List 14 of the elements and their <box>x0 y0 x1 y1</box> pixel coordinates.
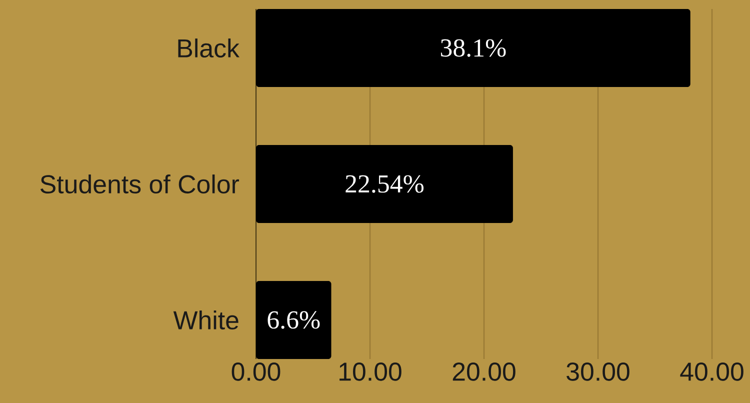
data-label: 22.54% <box>346 175 424 193</box>
y-tick-label: Black <box>178 38 240 58</box>
x-tick-label: 10.00 <box>340 362 402 381</box>
data-label: 38.1% <box>440 39 506 57</box>
x-tick-label: 20.00 <box>452 362 516 381</box>
bar <box>256 144 513 224</box>
x-tick-label: 0.00 <box>232 362 280 381</box>
data-label: 6.6% <box>268 311 320 329</box>
x-tick-label: 30.00 <box>566 362 630 381</box>
bar <box>256 280 332 360</box>
y-tick-label: White <box>173 310 238 330</box>
bar <box>256 9 690 88</box>
y-tick-label: Students of Color <box>40 174 240 194</box>
x-tick-label: 40.00 <box>680 362 744 381</box>
